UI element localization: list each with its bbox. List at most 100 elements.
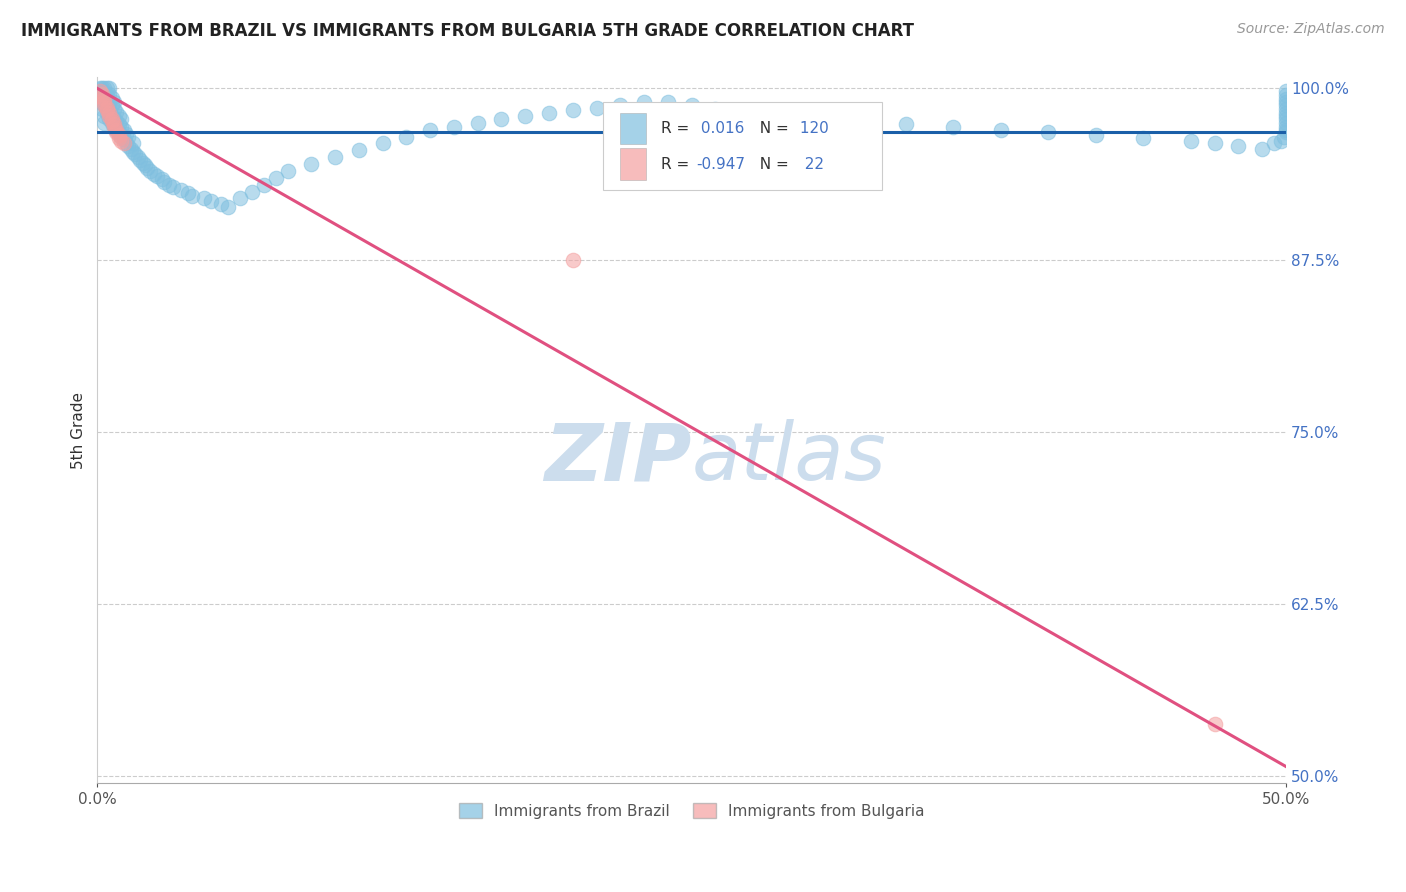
Point <box>146 169 169 184</box>
Point <box>1275 95 1298 110</box>
Point <box>93 109 115 123</box>
Point <box>371 136 394 151</box>
Point <box>277 164 299 178</box>
Point <box>112 122 135 136</box>
Point <box>846 114 869 128</box>
Point <box>96 95 118 110</box>
Point <box>1275 109 1298 123</box>
Point <box>91 84 114 98</box>
Point <box>633 95 655 110</box>
Point <box>122 136 145 151</box>
Point <box>89 81 111 95</box>
Point <box>98 109 121 123</box>
Point <box>1270 134 1292 148</box>
Text: atlas: atlas <box>692 419 886 498</box>
Point <box>105 125 128 139</box>
Point <box>91 81 114 95</box>
Point <box>117 129 139 144</box>
Point <box>91 102 114 116</box>
Point <box>169 183 191 197</box>
Point <box>200 194 222 209</box>
Point <box>103 102 125 116</box>
Point <box>93 116 115 130</box>
Point <box>1275 88 1298 103</box>
Point <box>1275 122 1298 136</box>
Point <box>100 116 122 130</box>
FancyBboxPatch shape <box>620 112 647 145</box>
Point <box>181 188 204 202</box>
Point <box>419 122 441 136</box>
Point <box>91 87 114 101</box>
Point <box>100 112 122 126</box>
Point <box>93 92 115 106</box>
Point <box>942 120 965 134</box>
Point <box>112 136 135 151</box>
Point <box>1275 98 1298 112</box>
FancyBboxPatch shape <box>620 148 647 180</box>
Text: 22: 22 <box>794 157 824 171</box>
Point <box>105 122 128 136</box>
Point <box>157 178 180 192</box>
Point <box>162 180 184 194</box>
Point <box>515 109 537 123</box>
Point <box>537 106 560 120</box>
Point <box>124 147 146 161</box>
Point <box>96 106 118 120</box>
Text: ZIP: ZIP <box>544 419 692 498</box>
Point <box>1275 92 1298 106</box>
Point <box>100 98 122 112</box>
Point <box>1084 128 1107 143</box>
Point <box>112 132 135 146</box>
Point <box>752 109 775 123</box>
Point <box>107 125 129 139</box>
Point <box>1275 84 1298 98</box>
Text: R =: R = <box>661 157 695 171</box>
Point <box>153 175 176 189</box>
Point <box>1132 131 1154 145</box>
Point <box>98 95 121 110</box>
Point <box>100 91 122 105</box>
Point <box>103 120 125 134</box>
Point <box>657 95 679 110</box>
Text: 0.016: 0.016 <box>696 121 745 136</box>
Point <box>299 157 322 171</box>
Point <box>93 98 115 112</box>
Text: R =: R = <box>661 121 695 136</box>
Point <box>103 117 125 131</box>
Point <box>93 95 115 110</box>
Point <box>110 120 132 134</box>
Point <box>91 89 114 103</box>
Point <box>467 116 489 130</box>
Point <box>93 89 115 103</box>
Text: N =: N = <box>749 121 789 136</box>
Point <box>127 150 149 164</box>
Text: IMMIGRANTS FROM BRAZIL VS IMMIGRANTS FROM BULGARIA 5TH GRADE CORRELATION CHART: IMMIGRANTS FROM BRAZIL VS IMMIGRANTS FRO… <box>21 22 914 40</box>
Point <box>443 120 465 134</box>
Point <box>91 92 114 106</box>
Point <box>98 87 121 101</box>
Point <box>176 186 198 200</box>
Point <box>491 112 513 126</box>
Point <box>89 95 111 110</box>
Point <box>1204 717 1226 731</box>
Point <box>1275 116 1298 130</box>
Point <box>1275 125 1298 139</box>
Point <box>1251 142 1274 156</box>
Point <box>100 114 122 128</box>
Point <box>103 120 125 134</box>
Point <box>990 122 1012 136</box>
Point <box>240 185 263 199</box>
Text: N =: N = <box>749 157 789 171</box>
Point <box>894 117 917 131</box>
Point <box>93 81 115 95</box>
Point <box>115 127 138 141</box>
Point <box>129 153 152 167</box>
Point <box>110 134 132 148</box>
Point <box>107 128 129 143</box>
Point <box>98 81 121 95</box>
Point <box>131 155 153 169</box>
Point <box>264 170 287 185</box>
Point <box>395 129 418 144</box>
Point <box>217 200 239 214</box>
Point <box>107 117 129 131</box>
